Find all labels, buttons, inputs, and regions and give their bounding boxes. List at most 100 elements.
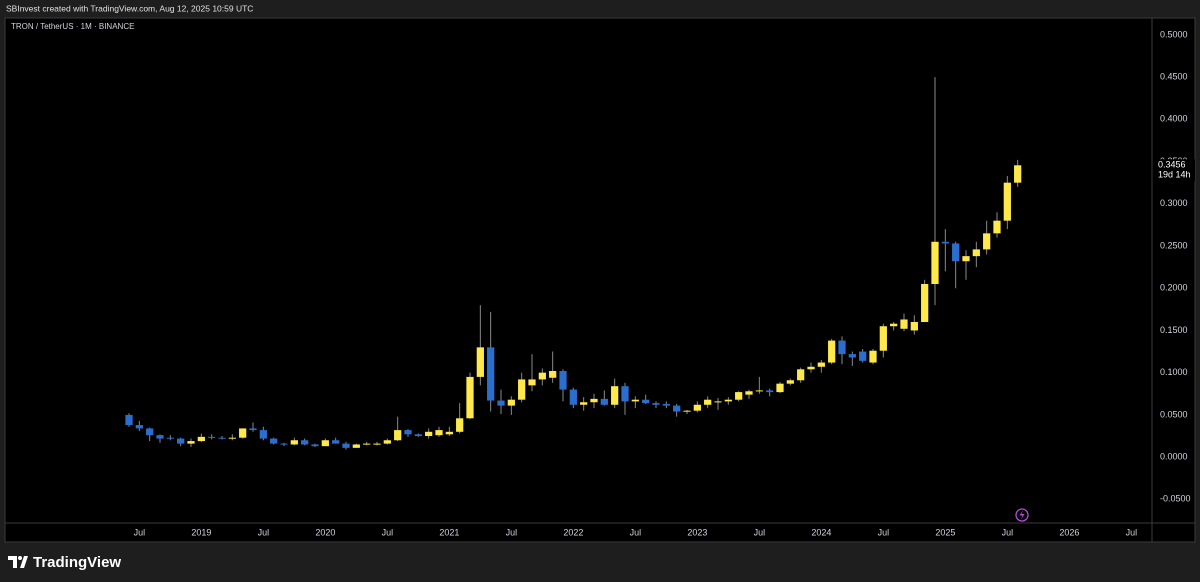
candle-body <box>910 322 918 331</box>
y-tick-label: 0.0500 <box>1160 409 1188 419</box>
x-tick-label: Jul <box>1126 527 1138 537</box>
x-tick-label: 2025 <box>935 527 955 537</box>
candle-body <box>869 350 877 363</box>
candle-body <box>704 399 712 405</box>
y-tick-label: 0.1000 <box>1160 367 1188 377</box>
candle-body <box>197 436 205 442</box>
candle-body <box>290 440 298 445</box>
candle-body <box>507 399 515 406</box>
y-tick-label: 0.0000 <box>1160 452 1188 462</box>
candle-body <box>859 351 867 361</box>
candle-body <box>363 443 371 445</box>
footer-brand: TradingView <box>33 554 121 571</box>
candle-body <box>549 370 557 378</box>
candle-body <box>900 319 908 329</box>
chart-panel <box>4 17 1196 543</box>
footer-logo[interactable]: TradingView <box>8 554 121 571</box>
x-tick-label: 2021 <box>439 527 459 537</box>
candle-body <box>590 398 598 403</box>
candle-body <box>538 372 546 380</box>
candle-body <box>280 443 288 445</box>
x-tick-label: Jul <box>1002 527 1014 537</box>
candle-body <box>642 399 650 404</box>
x-tick-label: Jul <box>754 527 766 537</box>
candle-body <box>342 443 350 448</box>
candle-body <box>1014 165 1022 183</box>
candle-body <box>497 400 505 406</box>
candle-body <box>776 383 784 393</box>
candle-body <box>177 438 185 444</box>
x-tick-label: Jul <box>258 527 270 537</box>
candle-body <box>559 370 567 390</box>
y-tick-label: 0.3000 <box>1160 198 1188 208</box>
candle-body <box>941 241 949 244</box>
header-text: SBInvest created with TradingView.com, A… <box>6 3 253 13</box>
last-price-tag <box>1153 159 1195 182</box>
candle-body <box>766 390 774 393</box>
top-bar <box>0 0 1200 18</box>
candle-body <box>135 425 143 429</box>
x-tick-label: 2020 <box>315 527 335 537</box>
candle-body <box>445 431 453 435</box>
candle-body <box>735 392 743 400</box>
candle-body <box>332 440 340 444</box>
ideas-icon[interactable] <box>1015 508 1029 522</box>
y-tick-label: 0.4000 <box>1160 114 1188 124</box>
candle-body <box>611 386 619 405</box>
candle-body <box>848 354 856 358</box>
candle-body <box>228 437 236 439</box>
y-tick-label: 0.2000 <box>1160 283 1188 293</box>
candle-body <box>828 340 836 363</box>
candle-body <box>466 376 474 419</box>
candle-body <box>146 428 154 436</box>
y-tick-label: 0.2500 <box>1160 240 1188 250</box>
candle-body <box>301 440 309 445</box>
candle-body <box>404 430 412 435</box>
candle-body <box>952 243 960 262</box>
y-tick-label: 0.1500 <box>1160 325 1188 335</box>
x-tick-label: 2019 <box>191 527 211 537</box>
candle-body <box>693 404 701 411</box>
candle-body <box>208 436 216 438</box>
candle-body <box>724 399 732 402</box>
x-tick-label: 2023 <box>687 527 707 537</box>
candle-body <box>383 440 391 444</box>
candle-body <box>166 437 174 439</box>
x-tick-label: Jul <box>134 527 146 537</box>
candle-body <box>621 386 629 402</box>
candle-body <box>962 256 970 262</box>
candle-body <box>249 428 257 431</box>
candle-body <box>662 403 670 406</box>
candle-body <box>218 437 226 439</box>
candle-body <box>156 435 164 439</box>
x-tick-label: Jul <box>630 527 642 537</box>
symbol-title: TRON / TetherUS · 1M · BINANCE <box>11 22 134 31</box>
candle-body <box>569 389 577 405</box>
candle-body <box>683 410 691 412</box>
x-tick-label: 2024 <box>811 527 831 537</box>
candle-body <box>373 443 381 445</box>
candle-body <box>352 444 360 448</box>
candle-body <box>321 440 329 447</box>
candle-body <box>797 369 805 381</box>
y-tick-label: 0.5000 <box>1160 29 1188 39</box>
candle-body <box>435 430 443 436</box>
candle-body <box>239 428 247 438</box>
x-tick-label: Jul <box>878 527 890 537</box>
candle-body <box>879 326 887 351</box>
candle-body <box>259 430 267 439</box>
candle-body <box>890 323 898 327</box>
candle-body <box>921 284 929 323</box>
candle-body <box>580 402 588 405</box>
candle-body <box>414 434 422 437</box>
x-tick-label: 2022 <box>563 527 583 537</box>
countdown: 19d 14h <box>1158 170 1191 180</box>
candle-body <box>456 418 464 432</box>
candle-body <box>652 403 660 405</box>
candle-body <box>394 430 402 441</box>
x-tick-label: 2026 <box>1059 527 1079 537</box>
candle-body <box>673 405 681 412</box>
candle-body <box>755 390 763 392</box>
candle-body <box>270 438 278 444</box>
